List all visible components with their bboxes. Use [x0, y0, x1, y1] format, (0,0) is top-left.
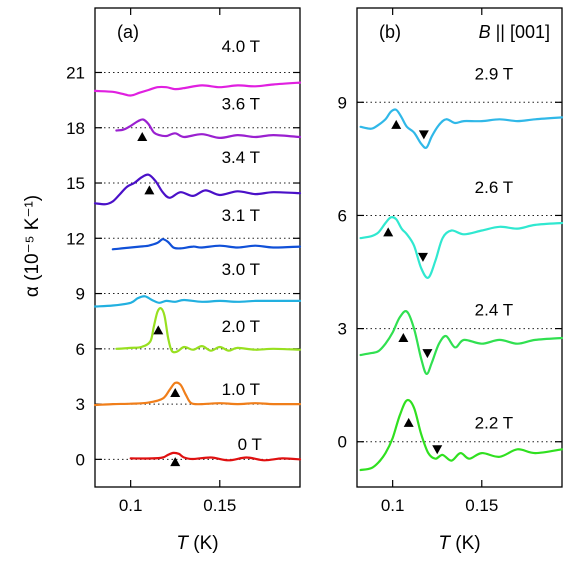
series-line-3_1T [111, 238, 302, 251]
series-label: 1.0 T [222, 380, 260, 399]
y-tick-label: 18 [66, 119, 85, 138]
panel-label: (a) [117, 22, 139, 42]
series-label: 2.0 T [222, 317, 260, 336]
series-label: 2.4 T [475, 300, 513, 319]
series-line-4_0T [93, 81, 302, 97]
y-tick-label: 6 [76, 340, 85, 359]
down-triangle-marker [418, 130, 429, 140]
up-triangle-marker [144, 185, 155, 195]
series-label: 3.4 T [222, 148, 260, 167]
y-tick-label: 6 [338, 206, 347, 225]
y-tick-label: 21 [66, 63, 85, 82]
series-line-3_4T [93, 173, 302, 206]
up-triangle-marker [391, 119, 402, 129]
series-line-1_0T [93, 381, 302, 407]
up-triangle-marker [383, 227, 394, 237]
series-line-2_4T [359, 310, 564, 375]
series-line-3_6T [115, 118, 302, 140]
up-triangle-marker [170, 388, 181, 398]
x-tick-label: 0.1 [119, 496, 143, 515]
x-tick-label: 0.1 [381, 496, 405, 515]
down-triangle-marker [422, 349, 433, 359]
series-line-3_0T [93, 295, 302, 308]
series-line-2_2T [359, 398, 564, 472]
up-triangle-marker [170, 457, 181, 467]
y-tick-label: 0 [338, 433, 347, 452]
down-triangle-marker [417, 252, 428, 262]
series-label: 2.6 T [475, 178, 513, 197]
series-label: 2.9 T [475, 65, 513, 84]
up-triangle-marker [137, 131, 148, 141]
y-tick-label: 3 [338, 320, 347, 339]
series-label: 4.0 T [222, 37, 260, 56]
plot-frame [356, 7, 563, 488]
series-line-0T [129, 451, 302, 462]
x-axis-label: T (K) [176, 533, 218, 554]
y-tick-label: 9 [338, 93, 347, 112]
series-line-2_0T [115, 307, 302, 354]
down-triangle-marker [432, 445, 443, 455]
series-label: 2.2 T [475, 414, 513, 433]
x-tick-label: 0.15 [203, 496, 236, 515]
x-tick-label: 0.15 [465, 496, 498, 515]
y-tick-label: 0 [76, 450, 85, 469]
y-tick-label: 3 [76, 395, 85, 414]
series-label: 3.1 T [222, 206, 260, 225]
series-line-2_6T [359, 215, 564, 279]
series-label: 3.0 T [222, 260, 260, 279]
x-axis-label: T (K) [438, 533, 480, 554]
panel-b: 0 3 6 9 0.1 0.15 (b) B || [001] T (K) 2.2 T 2.4 T 2… [338, 7, 564, 554]
series-line-2_9T [359, 108, 564, 149]
series-label: 0 T [238, 435, 262, 454]
y-tick-label: 15 [66, 174, 85, 193]
panel-a: 0 3 6 9 12 15 18 21 0.1 0.15 (a) T (K) 0 T 1.0 T 2.0 T… [66, 7, 302, 554]
panel-label: (b) [379, 22, 401, 42]
series-label: 3.6 T [222, 94, 260, 113]
field-direction-label: B || [001] [479, 22, 550, 42]
up-triangle-marker [398, 333, 409, 343]
y-tick-label: 9 [76, 285, 85, 304]
up-triangle-marker [403, 417, 414, 427]
y-tick-label: 12 [66, 229, 85, 248]
y-axis-label: α (10⁻⁵ K⁻¹) [22, 195, 43, 297]
up-triangle-marker [153, 325, 164, 335]
